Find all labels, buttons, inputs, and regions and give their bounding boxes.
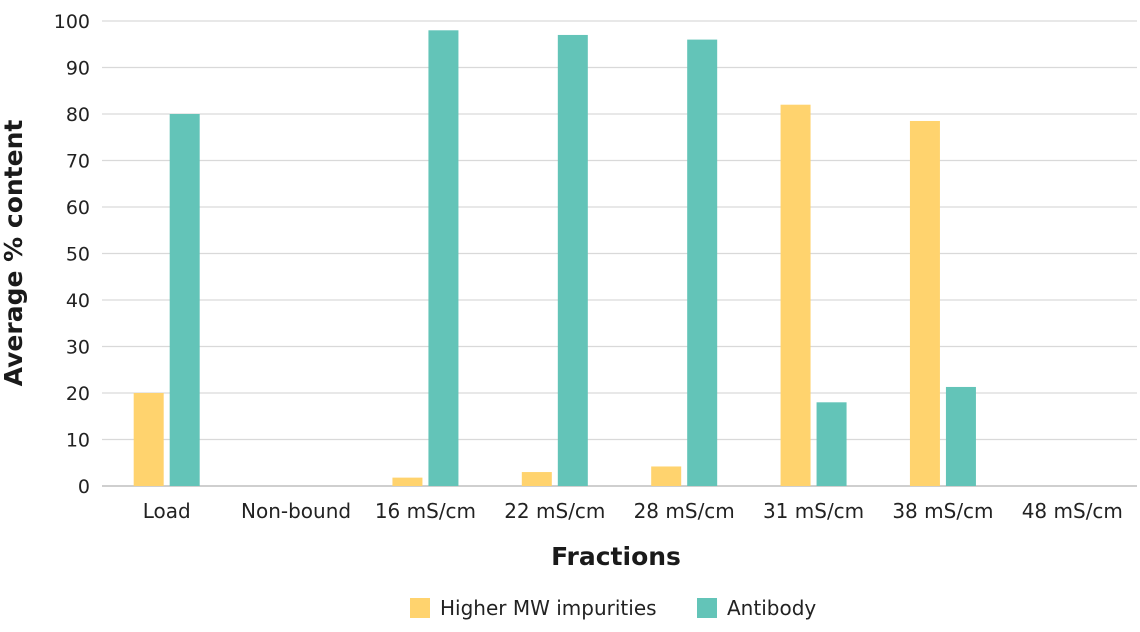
- legend-swatch-antibody: [697, 598, 717, 618]
- bar-higher-mw-impurities: [909, 120, 940, 486]
- x-tick-label: Non-bound: [241, 499, 351, 523]
- bar-higher-mw-impurities: [780, 104, 811, 486]
- bar-higher-mw-impurities: [521, 472, 552, 486]
- bar-antibody: [557, 34, 588, 486]
- y-tick-label: 0: [78, 476, 90, 498]
- bar-higher-mw-impurities: [392, 477, 423, 486]
- y-tick-label: 60: [66, 197, 90, 219]
- x-tick-label: Load: [143, 499, 191, 523]
- bar-antibody: [428, 30, 459, 487]
- y-tick-label: 80: [66, 104, 90, 126]
- x-tick-label: 48 mS/cm: [1022, 499, 1123, 523]
- y-tick-label: 90: [66, 58, 90, 80]
- bars: [133, 30, 976, 487]
- x-tick-label: 31 mS/cm: [763, 499, 864, 523]
- x-axis-ticks: Load Non-bound 16 mS/cm 22 mS/cm 28 mS/cm 31 …: [143, 499, 1123, 523]
- legend: Higher MW impurities Antibody: [410, 596, 816, 620]
- y-axis-title: Average % content: [0, 120, 28, 387]
- legend-label-higher-mw-impurities: Higher MW impurities: [440, 596, 657, 620]
- gridlines: [102, 20, 1137, 487]
- bar-antibody: [687, 39, 718, 486]
- x-tick-label: 28 mS/cm: [634, 499, 735, 523]
- y-tick-label: 100: [54, 11, 90, 33]
- legend-label-antibody: Antibody: [727, 596, 816, 620]
- bar-antibody: [169, 114, 200, 486]
- y-tick-label: 40: [66, 290, 90, 312]
- y-tick-label: 50: [66, 244, 90, 266]
- x-tick-label: 16 mS/cm: [375, 499, 476, 523]
- y-tick-label: 70: [66, 151, 90, 173]
- x-axis-title: Fractions: [551, 542, 681, 571]
- bar-antibody: [816, 402, 847, 486]
- x-tick-label: 22 mS/cm: [504, 499, 605, 523]
- bar-higher-mw-impurities: [133, 393, 164, 486]
- x-tick-label: 38 mS/cm: [892, 499, 993, 523]
- y-axis-ticks: 0 10 20 30 40 50 60 70 80 90 100: [54, 11, 90, 498]
- y-tick-label: 20: [66, 383, 90, 405]
- y-tick-label: 30: [66, 337, 90, 359]
- y-tick-label: 10: [66, 430, 90, 452]
- bar-higher-mw-impurities: [651, 466, 682, 486]
- bar-antibody: [945, 386, 976, 486]
- legend-swatch-higher-mw-impurities: [410, 598, 430, 618]
